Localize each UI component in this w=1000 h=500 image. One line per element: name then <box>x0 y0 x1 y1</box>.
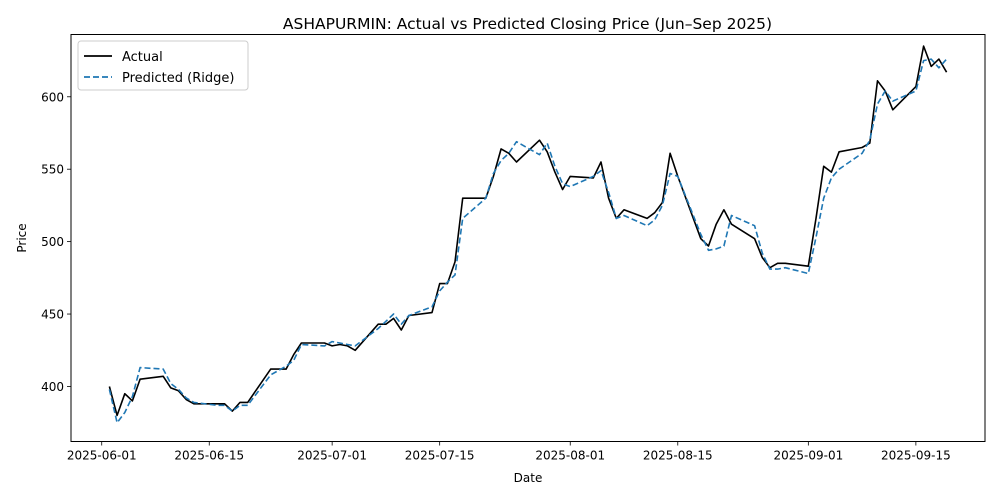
chart-title: ASHAPURMIN: Actual vs Predicted Closing … <box>283 15 772 33</box>
plot-frame <box>70 34 986 442</box>
series-line-actual <box>108 45 948 417</box>
x-axis: 2025-06-01 2025-06-15 2025-07-01 2025-07-15… <box>67 441 951 463</box>
y-axis-label: Price <box>15 223 29 252</box>
y-tick-label: 500 <box>41 235 64 249</box>
y-tick-label: 400 <box>41 380 64 394</box>
y-tick-label: 450 <box>41 308 64 322</box>
x-tick-label: 2025-07-15 <box>405 449 475 463</box>
x-tick-label: 2025-06-01 <box>67 449 137 463</box>
series-layer <box>108 45 948 424</box>
y-tick-label: 600 <box>41 90 64 104</box>
legend: Actual Predicted (Ridge) <box>77 40 249 91</box>
legend-predicted-label: Predicted (Ridge) <box>122 71 234 86</box>
x-tick-label: 2025-06-15 <box>174 449 244 463</box>
x-tick-label: 2025-07-01 <box>297 449 367 463</box>
x-tick-label: 2025-08-01 <box>535 449 605 463</box>
x-tick-label: 2025-08-15 <box>643 449 713 463</box>
y-axis: 400 450 500 550 600 <box>41 90 71 394</box>
series-line-predicted <box>108 58 948 424</box>
x-tick-label: 2025-09-01 <box>773 449 843 463</box>
legend-actual-label: Actual <box>122 50 163 65</box>
y-tick-label: 550 <box>41 163 64 177</box>
x-tick-label: 2025-09-15 <box>881 449 951 463</box>
x-axis-label: Date <box>514 471 543 485</box>
plot-area <box>70 34 986 442</box>
legend-box <box>77 40 249 91</box>
